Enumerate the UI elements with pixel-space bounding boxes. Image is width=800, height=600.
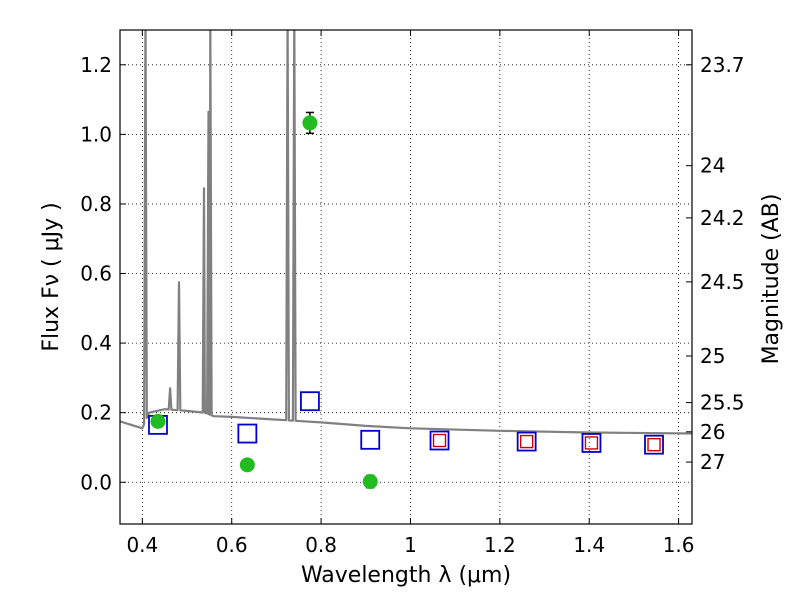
model-photometry-square	[237, 423, 258, 444]
right-tick-label: 24.2	[700, 206, 745, 230]
right-tick-label: 23.7	[700, 53, 745, 77]
y-tick-label: 0.4	[80, 331, 112, 355]
model-photometry-square	[360, 429, 381, 450]
right-tick-label: 24	[700, 154, 725, 178]
model-spectrum-line	[120, 30, 692, 435]
grid-lines	[120, 30, 692, 524]
y-tick-label: 1.2	[80, 53, 112, 77]
right-tick-label: 27	[700, 450, 725, 474]
y-tick-label: 0.2	[80, 401, 112, 425]
model-photometry-square	[581, 433, 602, 453]
x-tick-label: 0.8	[305, 533, 337, 557]
observed-photometry-point	[239, 457, 255, 473]
x-tick-label: 1.2	[484, 533, 516, 557]
x-tick-label: 0.6	[216, 533, 248, 557]
right-tick-label: 25	[700, 344, 725, 368]
y-axis-label: Flux Fν ( μJy )	[39, 202, 64, 351]
model-photometry-square	[644, 434, 664, 455]
model-photometry-square	[516, 431, 537, 452]
plot-area	[120, 30, 692, 490]
x-tick-label: 0.4	[126, 533, 158, 557]
model-photometry-square	[429, 430, 450, 451]
right-tick-label: 25.5	[700, 391, 745, 415]
y-tick-label: 0.6	[80, 262, 112, 286]
observed-photometry-point	[302, 115, 318, 131]
right-tick-label: 26	[700, 420, 725, 444]
x-axis-label: Wavelength λ (μm)	[301, 563, 511, 588]
model-photometry-nir-square	[519, 434, 534, 449]
observed-photometry-point	[150, 413, 166, 429]
y-tick-label: 0.8	[80, 192, 112, 216]
x-tick-label: 1	[404, 533, 417, 557]
model-photometry-nir-square	[584, 436, 599, 450]
observed-photometry-point	[362, 474, 378, 490]
axes: 0.4 0.6 0.8 1 1.2 1.4 1.6 0.0 0.2 0.4 0.6 0.8 1.0 1.2…	[80, 30, 745, 557]
y-tick-label: 1.0	[80, 122, 112, 146]
model-photometry-nir-square	[432, 433, 447, 448]
model-photometry-nir-square	[647, 437, 661, 452]
y-tick-label: 0.0	[80, 470, 112, 494]
right-axis-label: Magnitude (AB)	[759, 194, 784, 365]
x-tick-label: 1.6	[663, 533, 695, 557]
plot-frame	[119, 29, 693, 525]
x-tick-label: 1.4	[573, 533, 605, 557]
model-photometry-square	[300, 391, 320, 412]
right-tick-label: 24.5	[700, 270, 745, 294]
